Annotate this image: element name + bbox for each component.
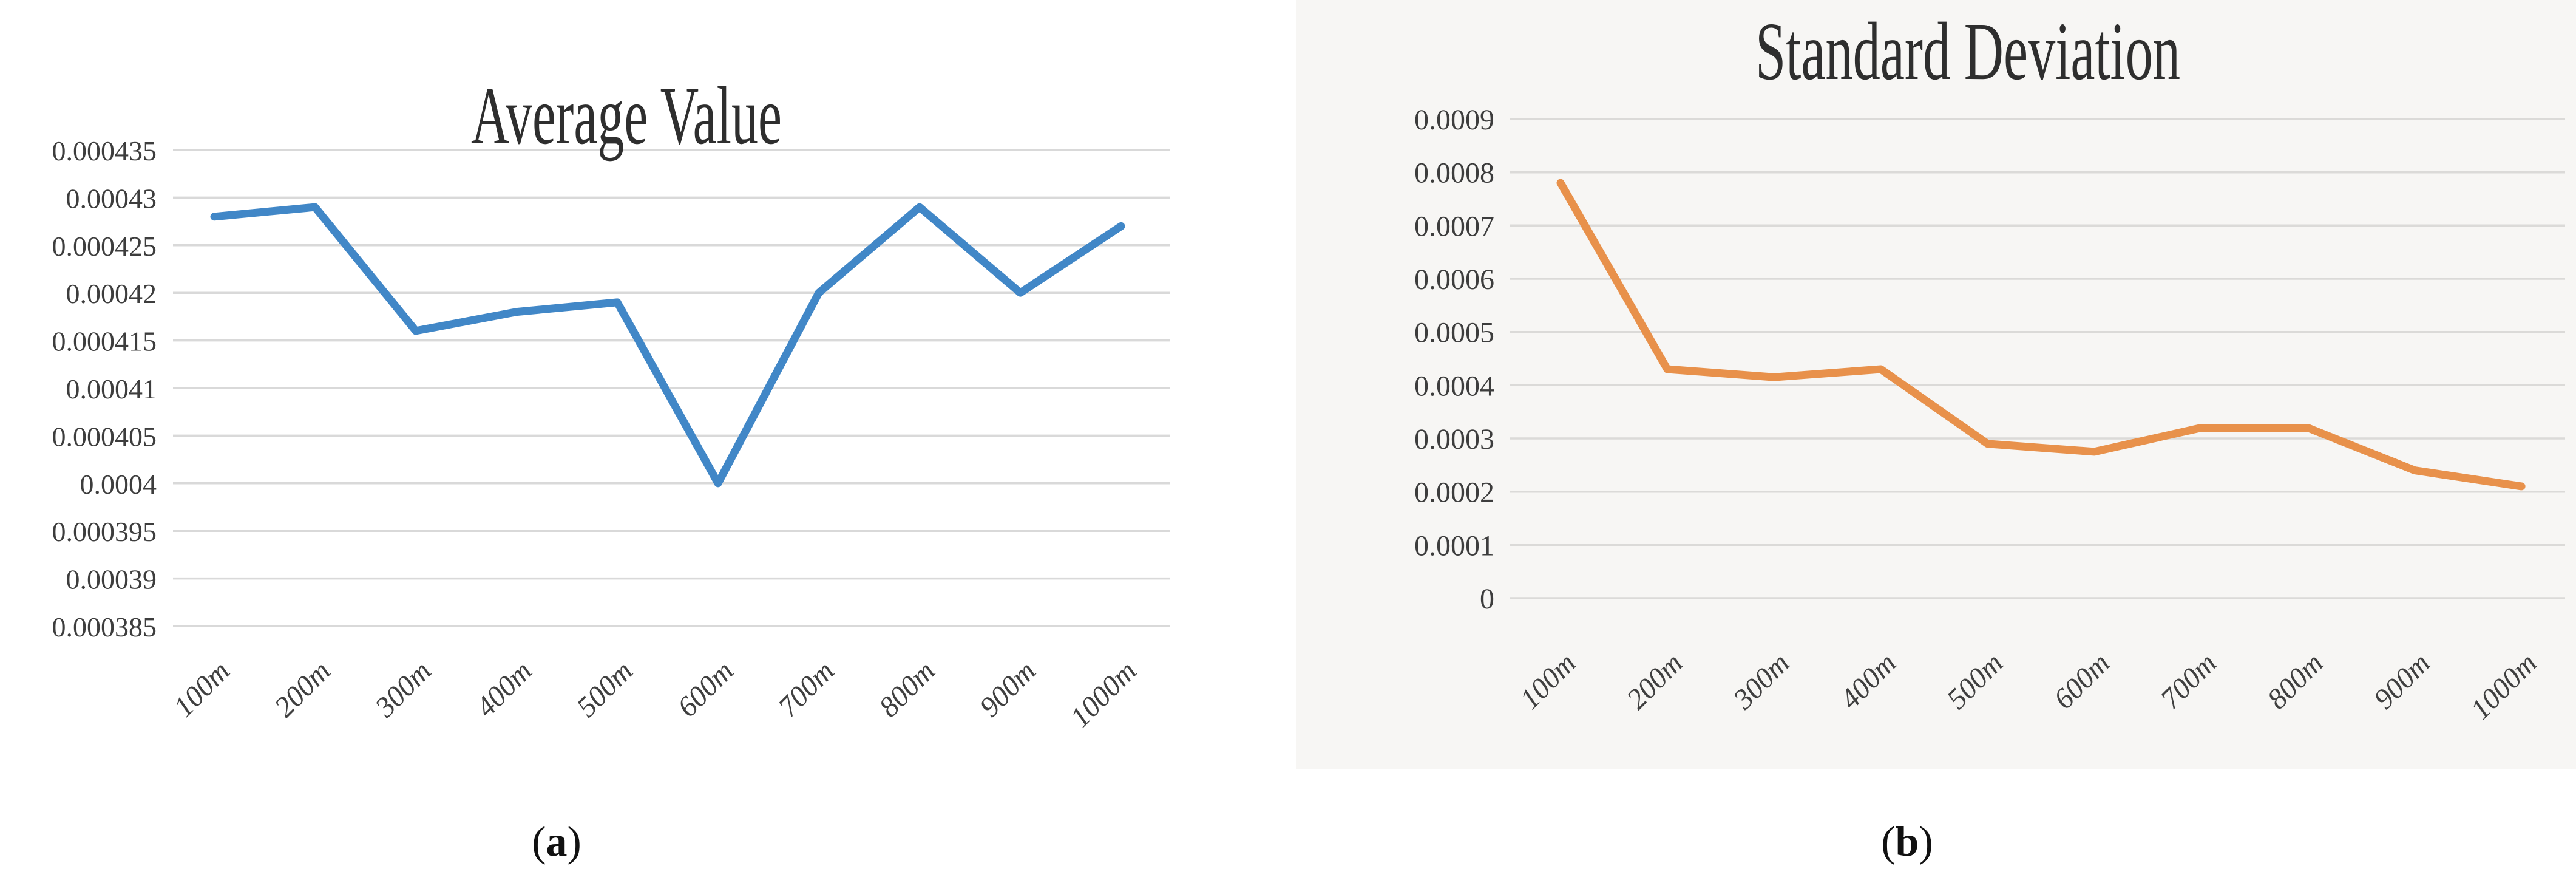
caption-b-open-paren: ( <box>1881 819 1896 865</box>
y-axis-tick-label: 0.0004 <box>80 469 157 500</box>
x-axis-tick-label: 600m <box>671 655 740 723</box>
y-axis-tick-label: 0.000415 <box>52 326 157 357</box>
x-axis-tick-label: 700m <box>772 655 841 723</box>
caption-a-open-paren: ( <box>532 819 546 865</box>
average-value-chart: 0.000435 0.00043 0.000425 0.00042 0.000415 0.… <box>52 70 1170 734</box>
y-axis-tick-label: 0.00043 <box>66 183 157 214</box>
chart-title: Average Value <box>471 70 782 162</box>
y-axis-tick-label: 0.0005 <box>1414 317 1494 349</box>
x-axis-tick-label: 100m <box>168 655 236 723</box>
x-axis-tick-label: 800m <box>873 655 941 723</box>
series-line <box>1556 179 2526 491</box>
chart-title: Standard Deviation <box>1755 6 2180 97</box>
x-axis-tick-label: 300m <box>368 655 438 724</box>
caption-a-close-paren: ) <box>567 819 581 865</box>
y-axis-tick-label: 0.0007 <box>1414 210 1494 242</box>
y-axis-tick-label: 0.000405 <box>52 421 157 452</box>
y-axis-tick-label: 0.00042 <box>66 278 157 309</box>
y-axis-tick-label: 0.00041 <box>66 373 157 404</box>
panel-b: 0.0009 0.0008 0.0007 0.0006 0.0005 0.0004 0.00… <box>1275 0 2576 886</box>
y-axis-tick-label: 0.0008 <box>1414 157 1494 189</box>
x-axis-tick-label: 1000m <box>1064 655 1143 734</box>
y-axis-tick-label: 0.000395 <box>52 516 157 547</box>
y-axis-tick-label: 0.0002 <box>1414 477 1494 509</box>
standard-deviation-chart: 0.0009 0.0008 0.0007 0.0006 0.0005 0.0004 0.00… <box>1296 0 2576 769</box>
caption-b-letter: b <box>1895 819 1919 865</box>
caption-a-letter: a <box>546 819 568 865</box>
y-axis-tick-label: 0.0006 <box>1414 264 1494 296</box>
y-axis-tick-label: 0.0001 <box>1414 530 1494 562</box>
y-axis-tick-label: 0.0009 <box>1414 104 1494 136</box>
x-axis-tick-label: 200m <box>268 655 337 723</box>
x-axis-tick-label: 900m <box>974 655 1042 723</box>
caption-b-close-paren: ) <box>1919 819 1933 865</box>
series-line <box>210 203 1125 488</box>
y-axis-tick-label: 0.000425 <box>52 231 157 262</box>
y-axis-tick-label: 0.0003 <box>1414 423 1494 455</box>
y-axis-tick-label: 0.0004 <box>1414 370 1494 402</box>
x-axis-tick-label: 400m <box>470 655 538 723</box>
y-axis-tick-label: 0.000385 <box>52 612 157 642</box>
y-axis-tick-label: 0.000435 <box>52 135 157 166</box>
caption-b: (b) <box>1881 821 1933 864</box>
x-axis-tick-label: 500m <box>571 655 639 723</box>
y-axis-tick-label: 0 <box>1480 583 1494 615</box>
y-axis-tick-label: 0.00039 <box>66 564 157 595</box>
panel-a: 0.000435 0.00043 0.000425 0.00042 0.000415 0.… <box>0 0 1275 886</box>
caption-a: (a) <box>532 821 581 864</box>
